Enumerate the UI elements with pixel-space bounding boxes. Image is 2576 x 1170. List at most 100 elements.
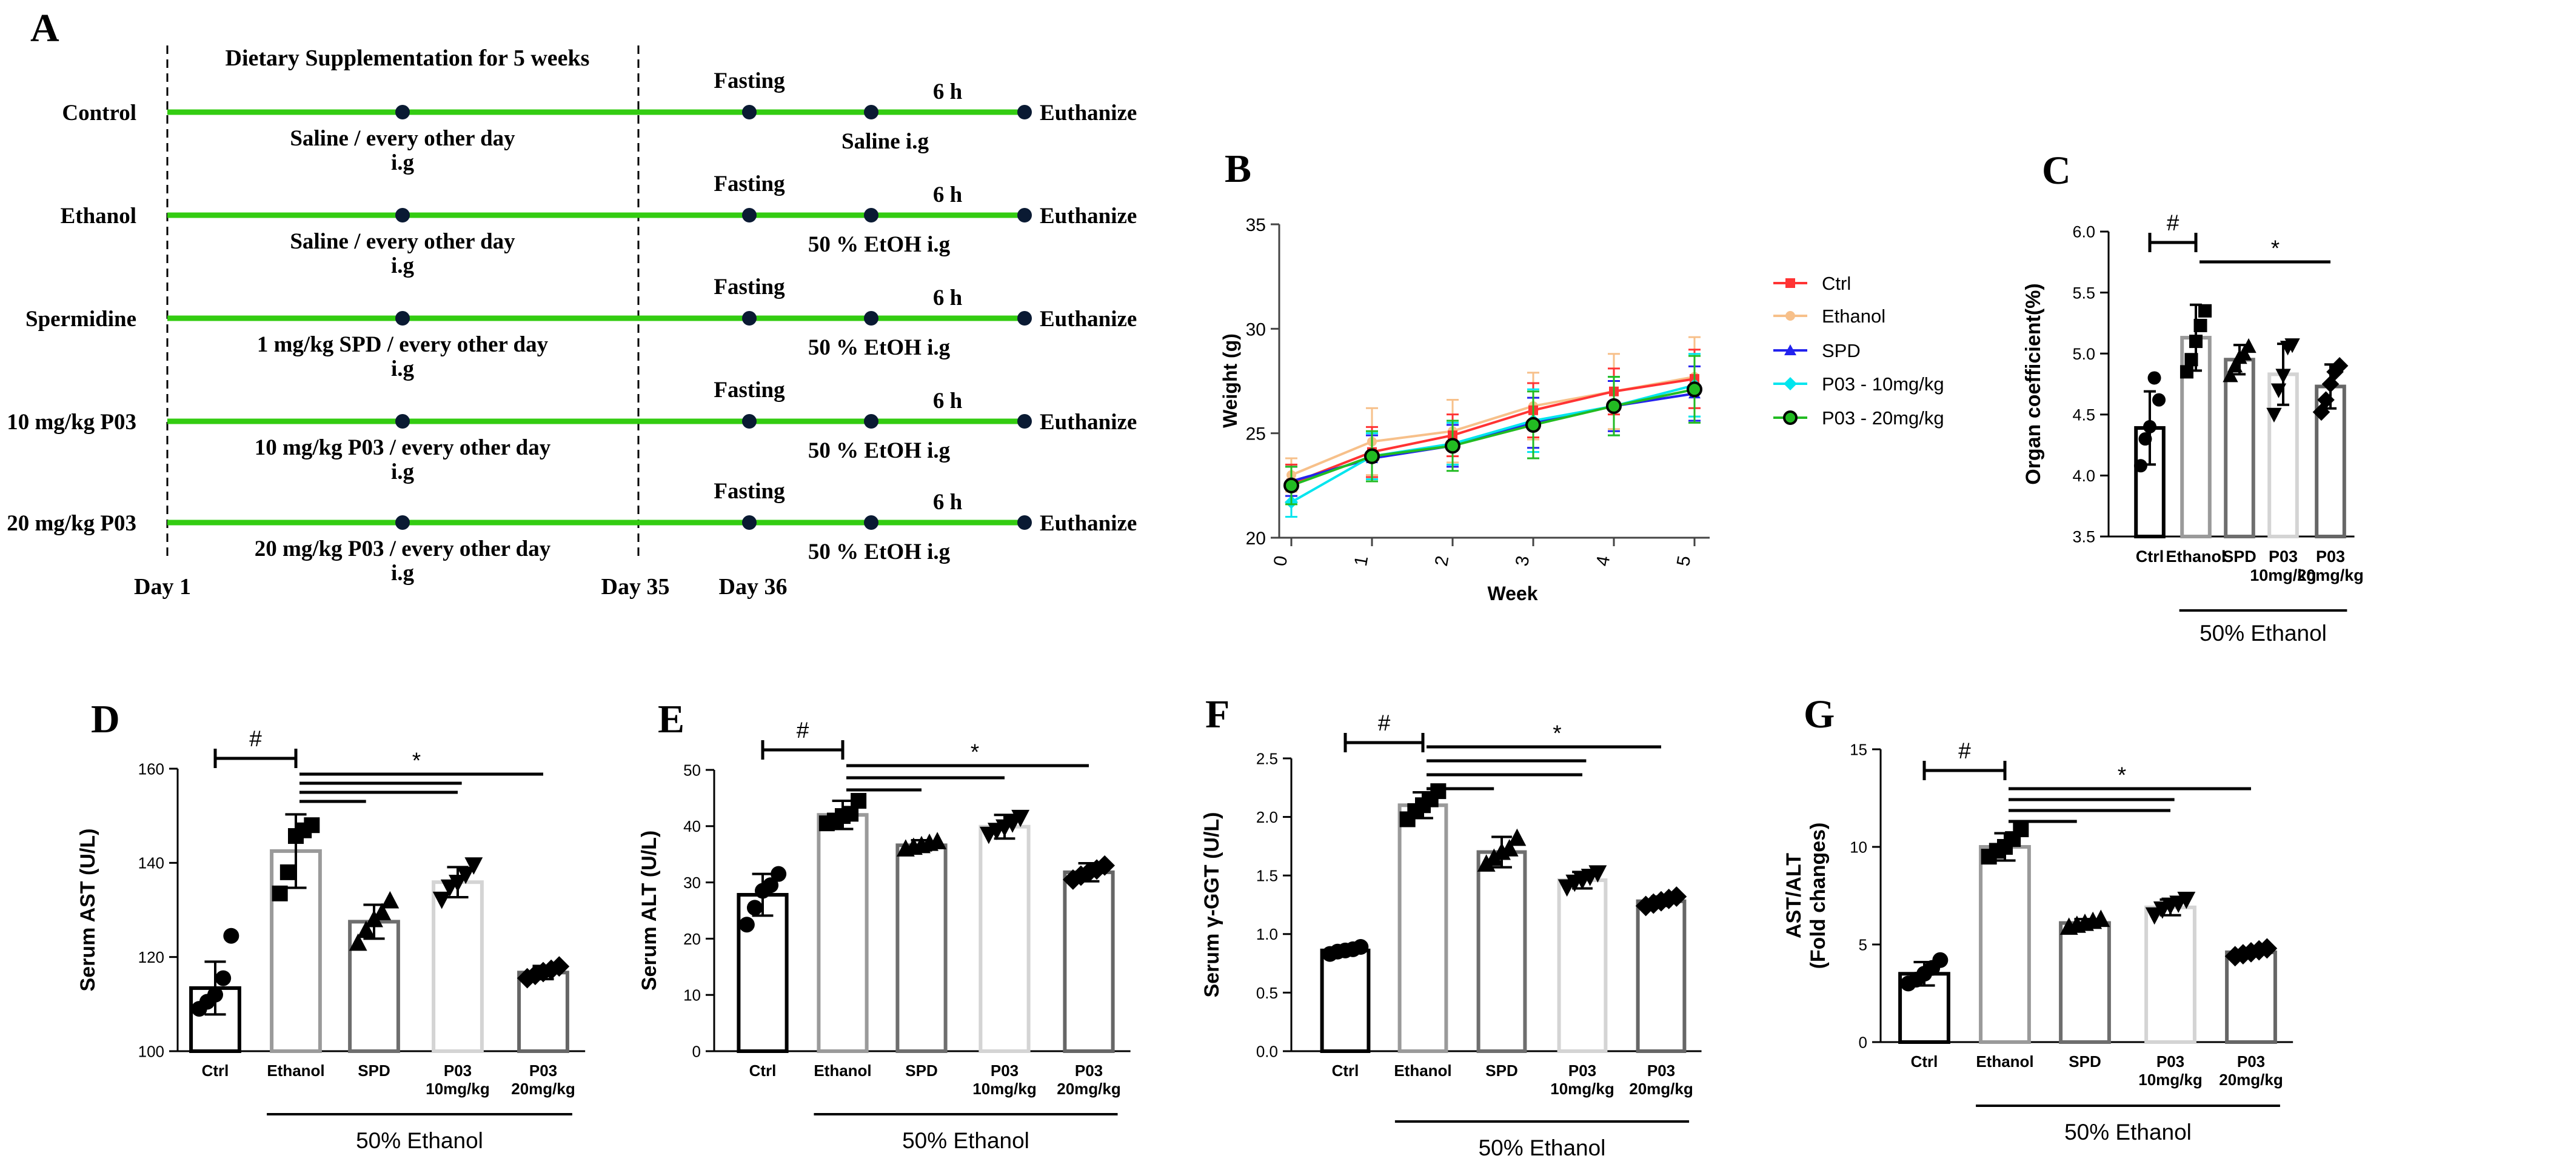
data-point [457, 866, 475, 884]
timeline-fasting-label: Fasting [714, 69, 785, 93]
bar [1636, 899, 1687, 1053]
data-point [2138, 432, 2152, 446]
y-tick-label: 160 [138, 760, 164, 778]
y-axis-title: Weight (g) [1219, 333, 1241, 428]
bar [2224, 358, 2255, 538]
timeline-treatment-label: 1 mg/kg SPD / every other day [257, 332, 549, 357]
data-point [279, 864, 296, 880]
data-point [2330, 357, 2349, 375]
x-tick-label-line2: 10mg/kg [1550, 1080, 1614, 1098]
data-point [304, 817, 320, 834]
y-tick-label: 3.5 [2072, 528, 2095, 546]
data-point [2317, 391, 2335, 409]
data-point [746, 900, 763, 916]
y-tick-label: 30 [1246, 319, 1266, 339]
timeline-dot [395, 311, 410, 326]
data-point [2152, 393, 2166, 407]
data-point [464, 857, 483, 875]
y-tick-label: 5.0 [2072, 345, 2095, 363]
bar [1979, 845, 2031, 1044]
x-tick-label-line2: 10mg/kg [2138, 1071, 2203, 1089]
timeline-fasting-label: Fasting [714, 378, 785, 403]
x-tick-label: 5 [1673, 554, 1694, 567]
bar [1320, 948, 1371, 1054]
y-tick-label: 6.0 [2072, 223, 2095, 241]
legend-marker [1784, 377, 1797, 390]
y-tick-label: 4.5 [2072, 406, 2095, 424]
data-point [356, 920, 375, 938]
timeline-treatment-label: Saline / every other day [290, 229, 515, 254]
panel-letter-g: G [1804, 692, 1835, 737]
sig-symbol-hash: # [1958, 738, 1971, 763]
data-point [381, 891, 400, 909]
timeline-dot [742, 208, 757, 222]
timeline-end-dot [1017, 515, 1032, 530]
data-point [223, 928, 239, 944]
group-label: 50% Ethanol [2200, 621, 2327, 646]
x-tick-label: P03 [1075, 1061, 1103, 1080]
timeline-dot [864, 208, 878, 222]
x-tick-label: Ctrl [1911, 1052, 1938, 1071]
x-tick-label: P03 [1647, 1061, 1675, 1080]
data-point [2270, 383, 2287, 398]
data-point [2147, 371, 2161, 385]
data-point [2180, 365, 2193, 379]
y-tick-label: 20 [683, 930, 701, 948]
x-tick-label: Ethanol [814, 1061, 871, 1080]
data-point [2184, 353, 2198, 367]
y-axis-title: Organ coefficient(%) [2022, 283, 2045, 484]
y-tick-label: 40 [683, 817, 701, 835]
timeline-dot [395, 414, 410, 429]
bar [979, 824, 1031, 1054]
data-point [349, 933, 367, 951]
x-tick-label-line2: 10mg/kg [2250, 566, 2317, 584]
timeline-euthanize-label: Euthanize [1040, 410, 1137, 435]
bar [2144, 905, 2196, 1044]
timeline-rows: Control Euthanize Fasting 6 h Saline / every… [7, 69, 1137, 586]
data-point [928, 832, 947, 849]
x-tick-label-line2: 20mg/kg [1057, 1080, 1121, 1098]
y-tick-label: 2.5 [1256, 749, 1278, 767]
data-point [2198, 304, 2212, 318]
legend-marker [1785, 278, 1795, 288]
timeline-header: Dietary Supplementation for 5 weeks [226, 45, 590, 71]
y-tick-label: 1.5 [1256, 867, 1278, 885]
timeline-dot [864, 515, 878, 530]
timeline-dot [742, 311, 757, 326]
timeline-treatment-label: 10 mg/kg P03 / every other day [255, 435, 551, 460]
sig-symbol-star: * [2271, 236, 2280, 261]
data-point [851, 793, 867, 809]
data-point [215, 970, 232, 986]
y-tick-label: 0.5 [1256, 984, 1278, 1002]
timeline-group-label: 20 mg/kg P03 [7, 511, 136, 536]
data-point [1932, 952, 1949, 968]
y-axis-title: AST/ALT [1782, 853, 1805, 938]
group-label: 50% Ethanol [356, 1128, 483, 1153]
timeline-hours-label: 6 h [933, 286, 963, 310]
data-point [2257, 938, 2278, 959]
x-tick-label: P03 [2156, 1052, 2184, 1071]
x-tick-label: Ctrl [202, 1061, 229, 1080]
timeline-route-label: i.g [391, 460, 415, 484]
panel-e-serum-alt: 0 10 20 30 40 50 Serum ALT (U/L) Ctrl Ethanol SPD… [638, 718, 1131, 1153]
x-tick-label: Ethanol [1394, 1061, 1451, 1080]
panel-d-serum-ast: 100 120 140 160 Serum AST (U/L) Ctrl Ethanol SP… [76, 726, 586, 1153]
y-tick-label: 35 [1246, 215, 1266, 235]
data-point [549, 956, 570, 977]
timeline-end-dot [1017, 208, 1032, 222]
data-point [771, 866, 787, 882]
sig-symbol-star: * [971, 740, 979, 764]
legend-marker [1784, 344, 1796, 355]
timeline-challenge-label: 50 % EtOH i.g [808, 540, 951, 564]
sig-symbol-hash: # [1378, 710, 1391, 735]
x-tick-label: 0 [1270, 554, 1291, 567]
x-tick-label: SPD [358, 1061, 390, 1080]
legend-marker [1785, 311, 1795, 321]
y-tick-label: 5 [1859, 935, 1867, 954]
y-tick-label: 10 [683, 986, 701, 1005]
panel-a-timeline: A Dietary Supplementation for 5 weeks Da… [7, 6, 1137, 600]
group-label: 50% Ethanol [1479, 1135, 1606, 1160]
timeline-group-label: Control [62, 101, 136, 125]
data-point [2275, 369, 2291, 384]
label-day35: Day 35 [601, 574, 670, 600]
